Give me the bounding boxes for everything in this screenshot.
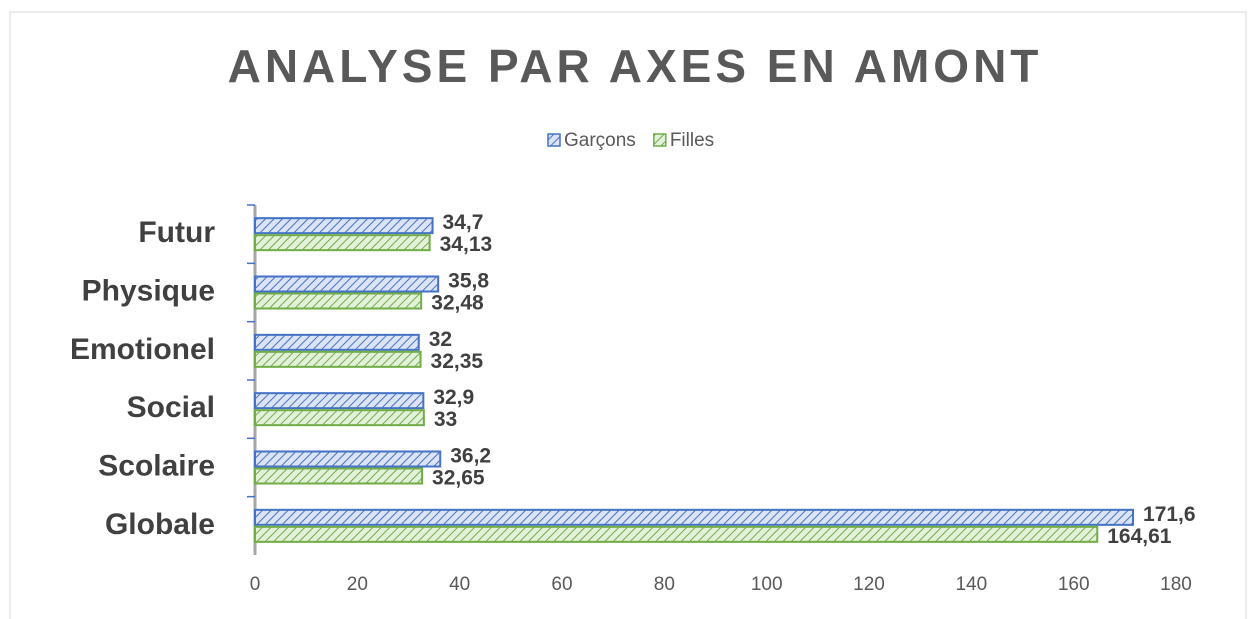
- chart-title: ANALYSE PAR AXES EN AMONT: [228, 40, 1043, 92]
- x-tick-label: 180: [1160, 574, 1192, 595]
- bar: [254, 508, 1135, 526]
- x-tick-label: 140: [955, 574, 987, 595]
- value-label: 35,8: [448, 270, 489, 293]
- x-tick-label: 160: [1058, 574, 1090, 595]
- bar: [254, 292, 423, 310]
- value-label: 164,61: [1107, 525, 1172, 548]
- value-label: 32,9: [433, 386, 474, 409]
- x-tick-label: 20: [347, 574, 368, 595]
- legend-swatch: [653, 133, 667, 147]
- y-tick-label: Scolaire: [98, 449, 215, 482]
- value-label: 33: [434, 408, 457, 431]
- x-tick-label: 100: [751, 574, 783, 595]
- value-label: 36,2: [450, 445, 491, 468]
- x-tick-label: 80: [654, 574, 675, 595]
- value-label: 171,6: [1143, 503, 1196, 526]
- value-label: 32,65: [432, 467, 485, 490]
- bar: [254, 350, 422, 368]
- y-tick-label: Social: [127, 391, 215, 424]
- y-tick-label: Futur: [138, 216, 215, 249]
- x-tick-label: 0: [250, 574, 261, 595]
- y-tick-label: Globale: [105, 508, 215, 541]
- x-tick-label: 120: [853, 574, 885, 595]
- chart-frame: [9, 11, 1247, 619]
- bar: [254, 333, 420, 351]
- bar: [254, 234, 431, 252]
- legend-label: Filles: [670, 130, 714, 151]
- bar: [254, 217, 434, 235]
- bar: [254, 525, 1099, 543]
- value-label: 32,35: [431, 350, 484, 373]
- legend-label: Garçons: [564, 130, 636, 151]
- bar: [254, 450, 442, 468]
- bar: [254, 467, 424, 485]
- legend-swatch: [547, 133, 561, 147]
- bar: [254, 275, 440, 293]
- value-label: 32,48: [431, 292, 484, 315]
- value-label: 34,7: [443, 211, 484, 234]
- bar: [254, 409, 425, 427]
- value-label: 34,13: [440, 233, 493, 256]
- x-tick-label: 40: [449, 574, 470, 595]
- bar: [254, 392, 425, 410]
- y-tick-label: Emotionel: [70, 333, 215, 366]
- value-label: 32: [429, 328, 452, 351]
- x-tick-label: 60: [551, 574, 572, 595]
- y-tick-label: Physique: [82, 274, 215, 307]
